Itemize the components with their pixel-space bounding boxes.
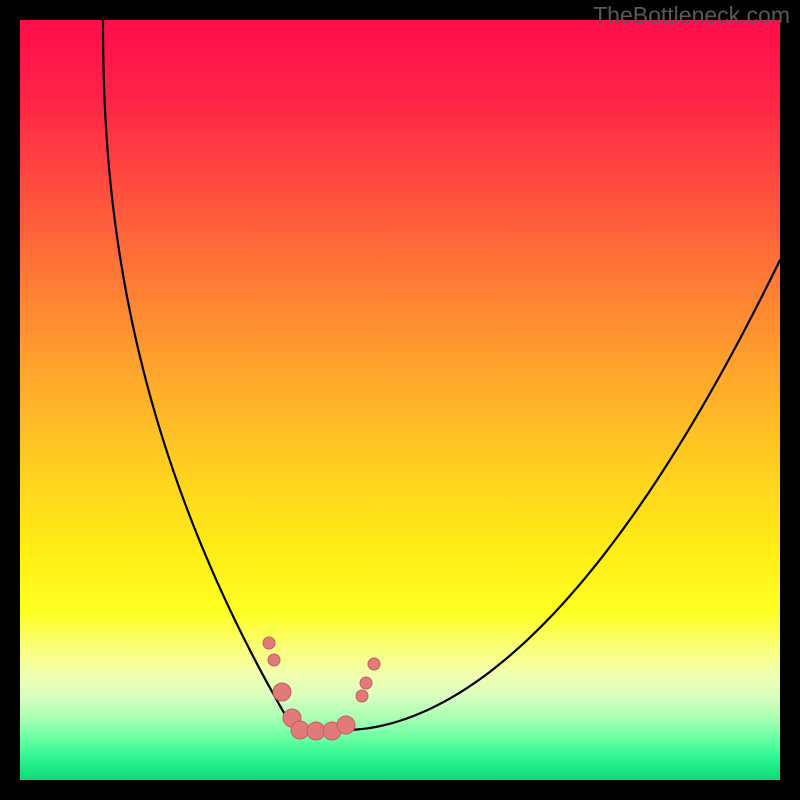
data-marker [337, 716, 355, 734]
data-marker [291, 721, 309, 739]
gradient-background [20, 20, 780, 780]
data-marker [307, 722, 325, 740]
data-marker [268, 654, 280, 666]
data-marker [360, 677, 372, 689]
data-marker [273, 683, 291, 701]
data-marker [368, 658, 380, 670]
watermark-text: TheBottleneck.com [593, 2, 790, 29]
chart-frame: TheBottleneck.com [0, 0, 800, 800]
chart-svg [20, 20, 780, 780]
plot-area [20, 20, 780, 780]
data-marker [263, 637, 275, 649]
data-marker [356, 690, 368, 702]
